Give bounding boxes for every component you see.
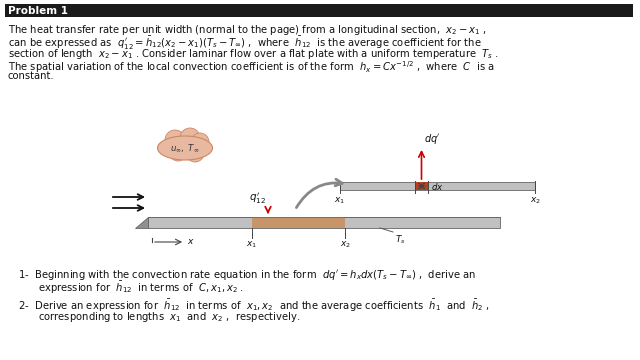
- Text: The heat transfer rate per unit width (normal to the page) from a longitudinal s: The heat transfer rate per unit width (n…: [8, 23, 486, 37]
- Circle shape: [165, 130, 185, 150]
- Bar: [415, 182, 428, 190]
- Text: can be expressed as  $q_{12}^{\prime} = \bar{h}_{12}(x_2 - x_1)(T_s - T_\infty)$: can be expressed as $q_{12}^{\prime} = \…: [8, 35, 482, 52]
- Text: Problem 1: Problem 1: [8, 5, 68, 15]
- Text: $dx$: $dx$: [431, 180, 444, 192]
- Text: $x_2$: $x_2$: [339, 240, 351, 251]
- Text: $u_\infty,\ T_\infty$: $u_\infty,\ T_\infty$: [170, 142, 200, 154]
- Bar: [148, 217, 500, 228]
- Text: $T_s$: $T_s$: [395, 233, 406, 246]
- Text: $dq^{\prime}$: $dq^{\prime}$: [424, 132, 441, 146]
- Circle shape: [186, 144, 204, 162]
- Text: 1-  Beginning with the convection rate equation in the form  $dq^{\prime} = h_x : 1- Beginning with the convection rate eq…: [18, 268, 476, 282]
- Text: 2-  Derive an expression for  $\bar{h}_{12}$  in terms of  $x_1, x_2$  and the a: 2- Derive an expression for $\bar{h}_{12…: [18, 298, 490, 314]
- Text: $x_2$: $x_2$: [529, 195, 541, 206]
- Text: constant.: constant.: [8, 71, 54, 81]
- Circle shape: [169, 143, 187, 161]
- Text: $x$: $x$: [187, 238, 195, 247]
- Text: The spatial variation of the local convection coefficient is of the form  $h_x =: The spatial variation of the local conve…: [8, 59, 495, 75]
- Circle shape: [191, 133, 209, 151]
- Bar: [340, 182, 535, 190]
- Bar: [252, 217, 345, 228]
- Bar: [5, 4, 633, 17]
- Text: expression for  $\bar{h}_{12}$  in terms of  $C, x_1, x_2$ .: expression for $\bar{h}_{12}$ in terms o…: [38, 280, 244, 296]
- Text: section of length  $x_2 - x_1$ . Consider laminar flow over a flat plate with a : section of length $x_2 - x_1$ . Consider…: [8, 47, 499, 61]
- Text: $x_1$: $x_1$: [246, 240, 257, 251]
- Ellipse shape: [157, 136, 212, 160]
- Polygon shape: [135, 217, 148, 228]
- Circle shape: [180, 128, 200, 148]
- Text: $q_{12}^{\prime}$: $q_{12}^{\prime}$: [249, 190, 266, 206]
- Text: $x_1$: $x_1$: [335, 195, 346, 206]
- Text: corresponding to lengths  $x_1$  and  $x_2$ ,  respectively.: corresponding to lengths $x_1$ and $x_2$…: [38, 310, 300, 324]
